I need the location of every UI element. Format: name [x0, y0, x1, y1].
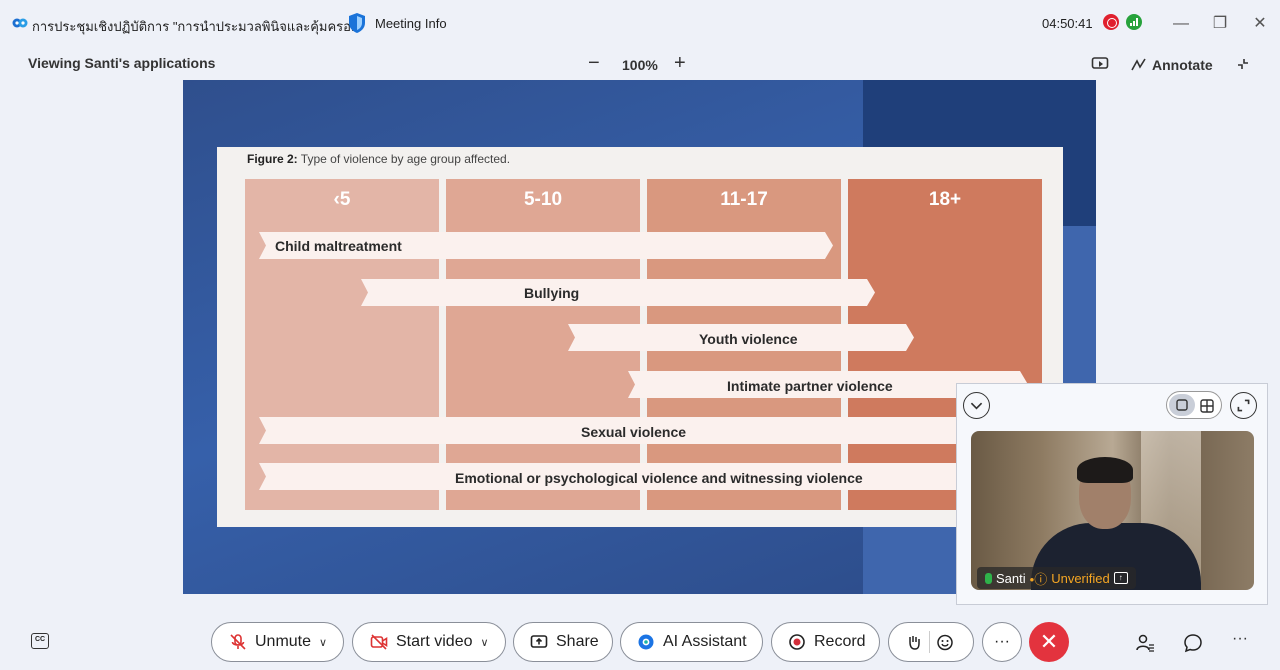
chevron-down-icon[interactable]	[963, 392, 990, 419]
zoom-in-button[interactable]: +	[674, 52, 686, 74]
age-group-label: 5-10	[523, 189, 563, 210]
close-window-icon[interactable]: ✕	[1253, 15, 1267, 32]
chat-icon[interactable]	[1182, 632, 1204, 654]
start-video-label: Start video	[396, 633, 473, 650]
age-column: ‹5	[245, 179, 439, 510]
title-bar: การประชุมเชิงปฏิบัติการ "การนำประมวลพินิ…	[0, 0, 1280, 46]
violence-bar	[259, 417, 1039, 444]
minimize-icon[interactable]: —	[1173, 15, 1189, 32]
annotate-button[interactable]: Annotate	[1152, 57, 1213, 73]
muted-microphone-icon	[230, 634, 246, 650]
violence-bar	[568, 324, 914, 351]
reactions-group[interactable]	[888, 622, 974, 662]
collapse-icon[interactable]	[1234, 55, 1252, 73]
violence-type-label: Emotional or psychological violence and …	[455, 470, 863, 486]
age-group-label: ‹5	[333, 189, 351, 210]
viewing-label: Viewing Santi's applications	[28, 55, 216, 71]
figure-caption-text: Type of violence by age group affected.	[297, 152, 511, 166]
meeting-title: การประชุมเชิงปฏิบัติการ "การนำประมวลพินิ…	[32, 19, 362, 34]
record-label: Record	[814, 633, 866, 650]
meeting-timer: 04:50:41	[1042, 16, 1093, 31]
record-button[interactable]: Record	[771, 622, 880, 662]
more-options-button[interactable]: ···	[982, 622, 1022, 662]
share-button[interactable]: Share	[513, 622, 613, 662]
figure-slide: Figure 2: Type of violence by age group …	[217, 147, 1063, 527]
share-icon: ↑	[1113, 572, 1128, 584]
record-icon	[789, 634, 805, 650]
recording-indicator-icon[interactable]	[1103, 14, 1119, 30]
ai-assistant-button[interactable]: AI Assistant	[620, 622, 763, 662]
meeting-info-button[interactable]: Meeting Info	[375, 16, 447, 31]
start-video-button[interactable]: Start video ∨	[352, 622, 506, 662]
unverified-icon: •ⓘ	[1029, 571, 1048, 587]
layout-toggle[interactable]	[1166, 391, 1222, 419]
unmute-button[interactable]: Unmute ∨	[211, 622, 344, 662]
microphone-icon	[985, 572, 992, 584]
share-label: Share	[556, 633, 599, 650]
ai-assistant-label: AI Assistant	[663, 633, 747, 650]
video-off-icon	[370, 634, 388, 650]
age-group-label: 18+	[928, 189, 962, 210]
zoom-level[interactable]: 100%	[622, 57, 658, 73]
participant-name-tag: Santi •ⓘ Unverified ↑	[977, 567, 1136, 589]
chevron-down-icon[interactable]: ∨	[480, 636, 489, 649]
single-view-icon[interactable]	[1169, 394, 1195, 416]
ai-assistant-icon	[638, 634, 654, 650]
grid-view-icon[interactable]	[1198, 397, 1216, 415]
participant-status: Unverified	[1051, 570, 1110, 586]
figure-caption-prefix: Figure 2:	[247, 152, 298, 166]
shield-icon[interactable]	[347, 12, 367, 34]
webex-logo-icon	[12, 18, 28, 28]
self-view-panel[interactable]: Santi •ⓘ Unverified ↑	[956, 383, 1268, 605]
violence-bar	[259, 463, 1039, 490]
emoji-reaction-icon[interactable]	[936, 633, 954, 651]
raise-hand-icon[interactable]	[905, 633, 923, 651]
expand-icon[interactable]	[1230, 392, 1257, 419]
violence-bar	[361, 279, 875, 306]
share-screen-icon	[530, 635, 548, 648]
closed-captions-button[interactable]: CC	[31, 633, 49, 649]
age-group-label: 11-17	[720, 189, 768, 210]
violence-type-label: Sexual violence	[581, 424, 687, 440]
zoom-out-button[interactable]: −	[588, 52, 600, 74]
network-signal-icon[interactable]	[1126, 14, 1142, 30]
violence-type-label: Child maltreatment	[275, 238, 402, 254]
restore-icon[interactable]: ❐	[1212, 15, 1228, 32]
violence-type-label: Bullying	[524, 285, 580, 301]
unmute-label: Unmute	[255, 633, 312, 650]
chevron-down-icon[interactable]: ∨	[319, 636, 328, 649]
remote-control-icon[interactable]	[1091, 55, 1109, 73]
participant-name: Santi	[996, 570, 1026, 586]
violence-type-label: Intimate partner violence	[727, 378, 893, 394]
overflow-menu-icon[interactable]: ···	[1232, 630, 1248, 647]
violence-bar	[259, 232, 833, 259]
leave-meeting-button[interactable]: ✕	[1029, 622, 1069, 662]
violence-type-label: Youth violence	[699, 331, 798, 347]
participant-video[interactable]: Santi •ⓘ Unverified ↑	[971, 431, 1254, 590]
figure-caption: Figure 2: Type of violence by age group …	[247, 152, 510, 166]
participants-icon[interactable]	[1134, 632, 1156, 654]
annotate-icon[interactable]	[1130, 56, 1148, 74]
